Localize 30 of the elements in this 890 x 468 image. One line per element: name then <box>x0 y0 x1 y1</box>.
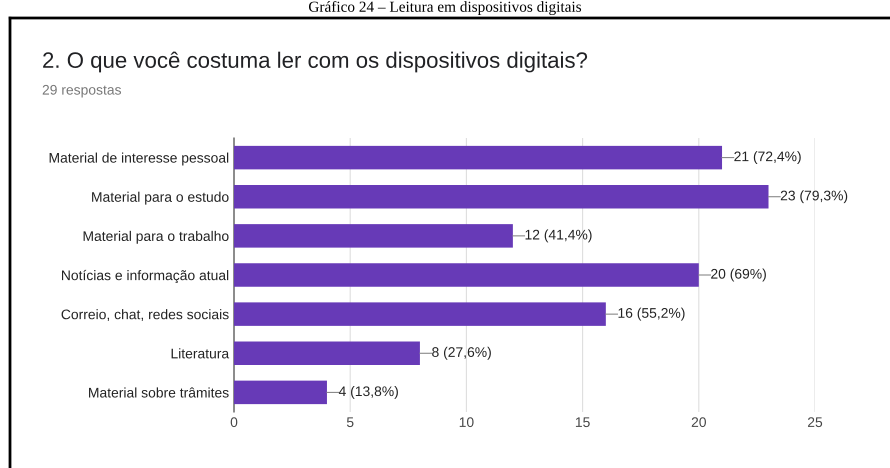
x-tick-label: 25 <box>808 417 822 428</box>
y-tick-label: Material sobre trâmites <box>89 387 229 398</box>
data-label: 4 (13,8%) <box>338 386 398 399</box>
x-tick-label: 20 <box>692 417 706 428</box>
data-label: 12 (41,4%) <box>526 229 592 242</box>
y-tick-label: Notícias e informação atual <box>62 270 228 284</box>
bar <box>234 146 722 170</box>
bar <box>234 184 769 208</box>
y-tick-label: Literatura <box>172 348 230 358</box>
data-label: 16 (55,2%) <box>618 308 685 321</box>
text: Gráfico 24 – Leitura em dispositivos digitais <box>309 0 582 16</box>
chart-title: 2. O que você costuma ler com os dispositivos digitais? <box>43 52 588 72</box>
data-label: 8 (27,6%) <box>432 346 491 360</box>
x-tick-label: 5 <box>346 417 354 428</box>
text: 29 respostas <box>42 84 122 98</box>
y-tick-label: Material de interesse pessoal <box>50 152 228 166</box>
x-tick-label: 10 <box>460 417 474 428</box>
bar <box>234 224 513 248</box>
data-label: 20 (69%) <box>711 268 766 282</box>
x-tick-label: 0 <box>230 417 238 428</box>
bar <box>234 380 327 404</box>
bar <box>234 342 420 366</box>
data-label: 21 (72,4%) <box>734 151 801 164</box>
y-tick-label: Material para o trabalho <box>84 230 229 244</box>
bar <box>234 302 606 326</box>
x-tick-label: 15 <box>576 417 590 428</box>
y-tick-label: Material para o estudo <box>92 192 229 205</box>
bar <box>234 263 699 287</box>
y-tick-label: Correio, chat, redes sociais <box>62 309 229 321</box>
data-label: 23 (79,3%) <box>780 190 848 204</box>
